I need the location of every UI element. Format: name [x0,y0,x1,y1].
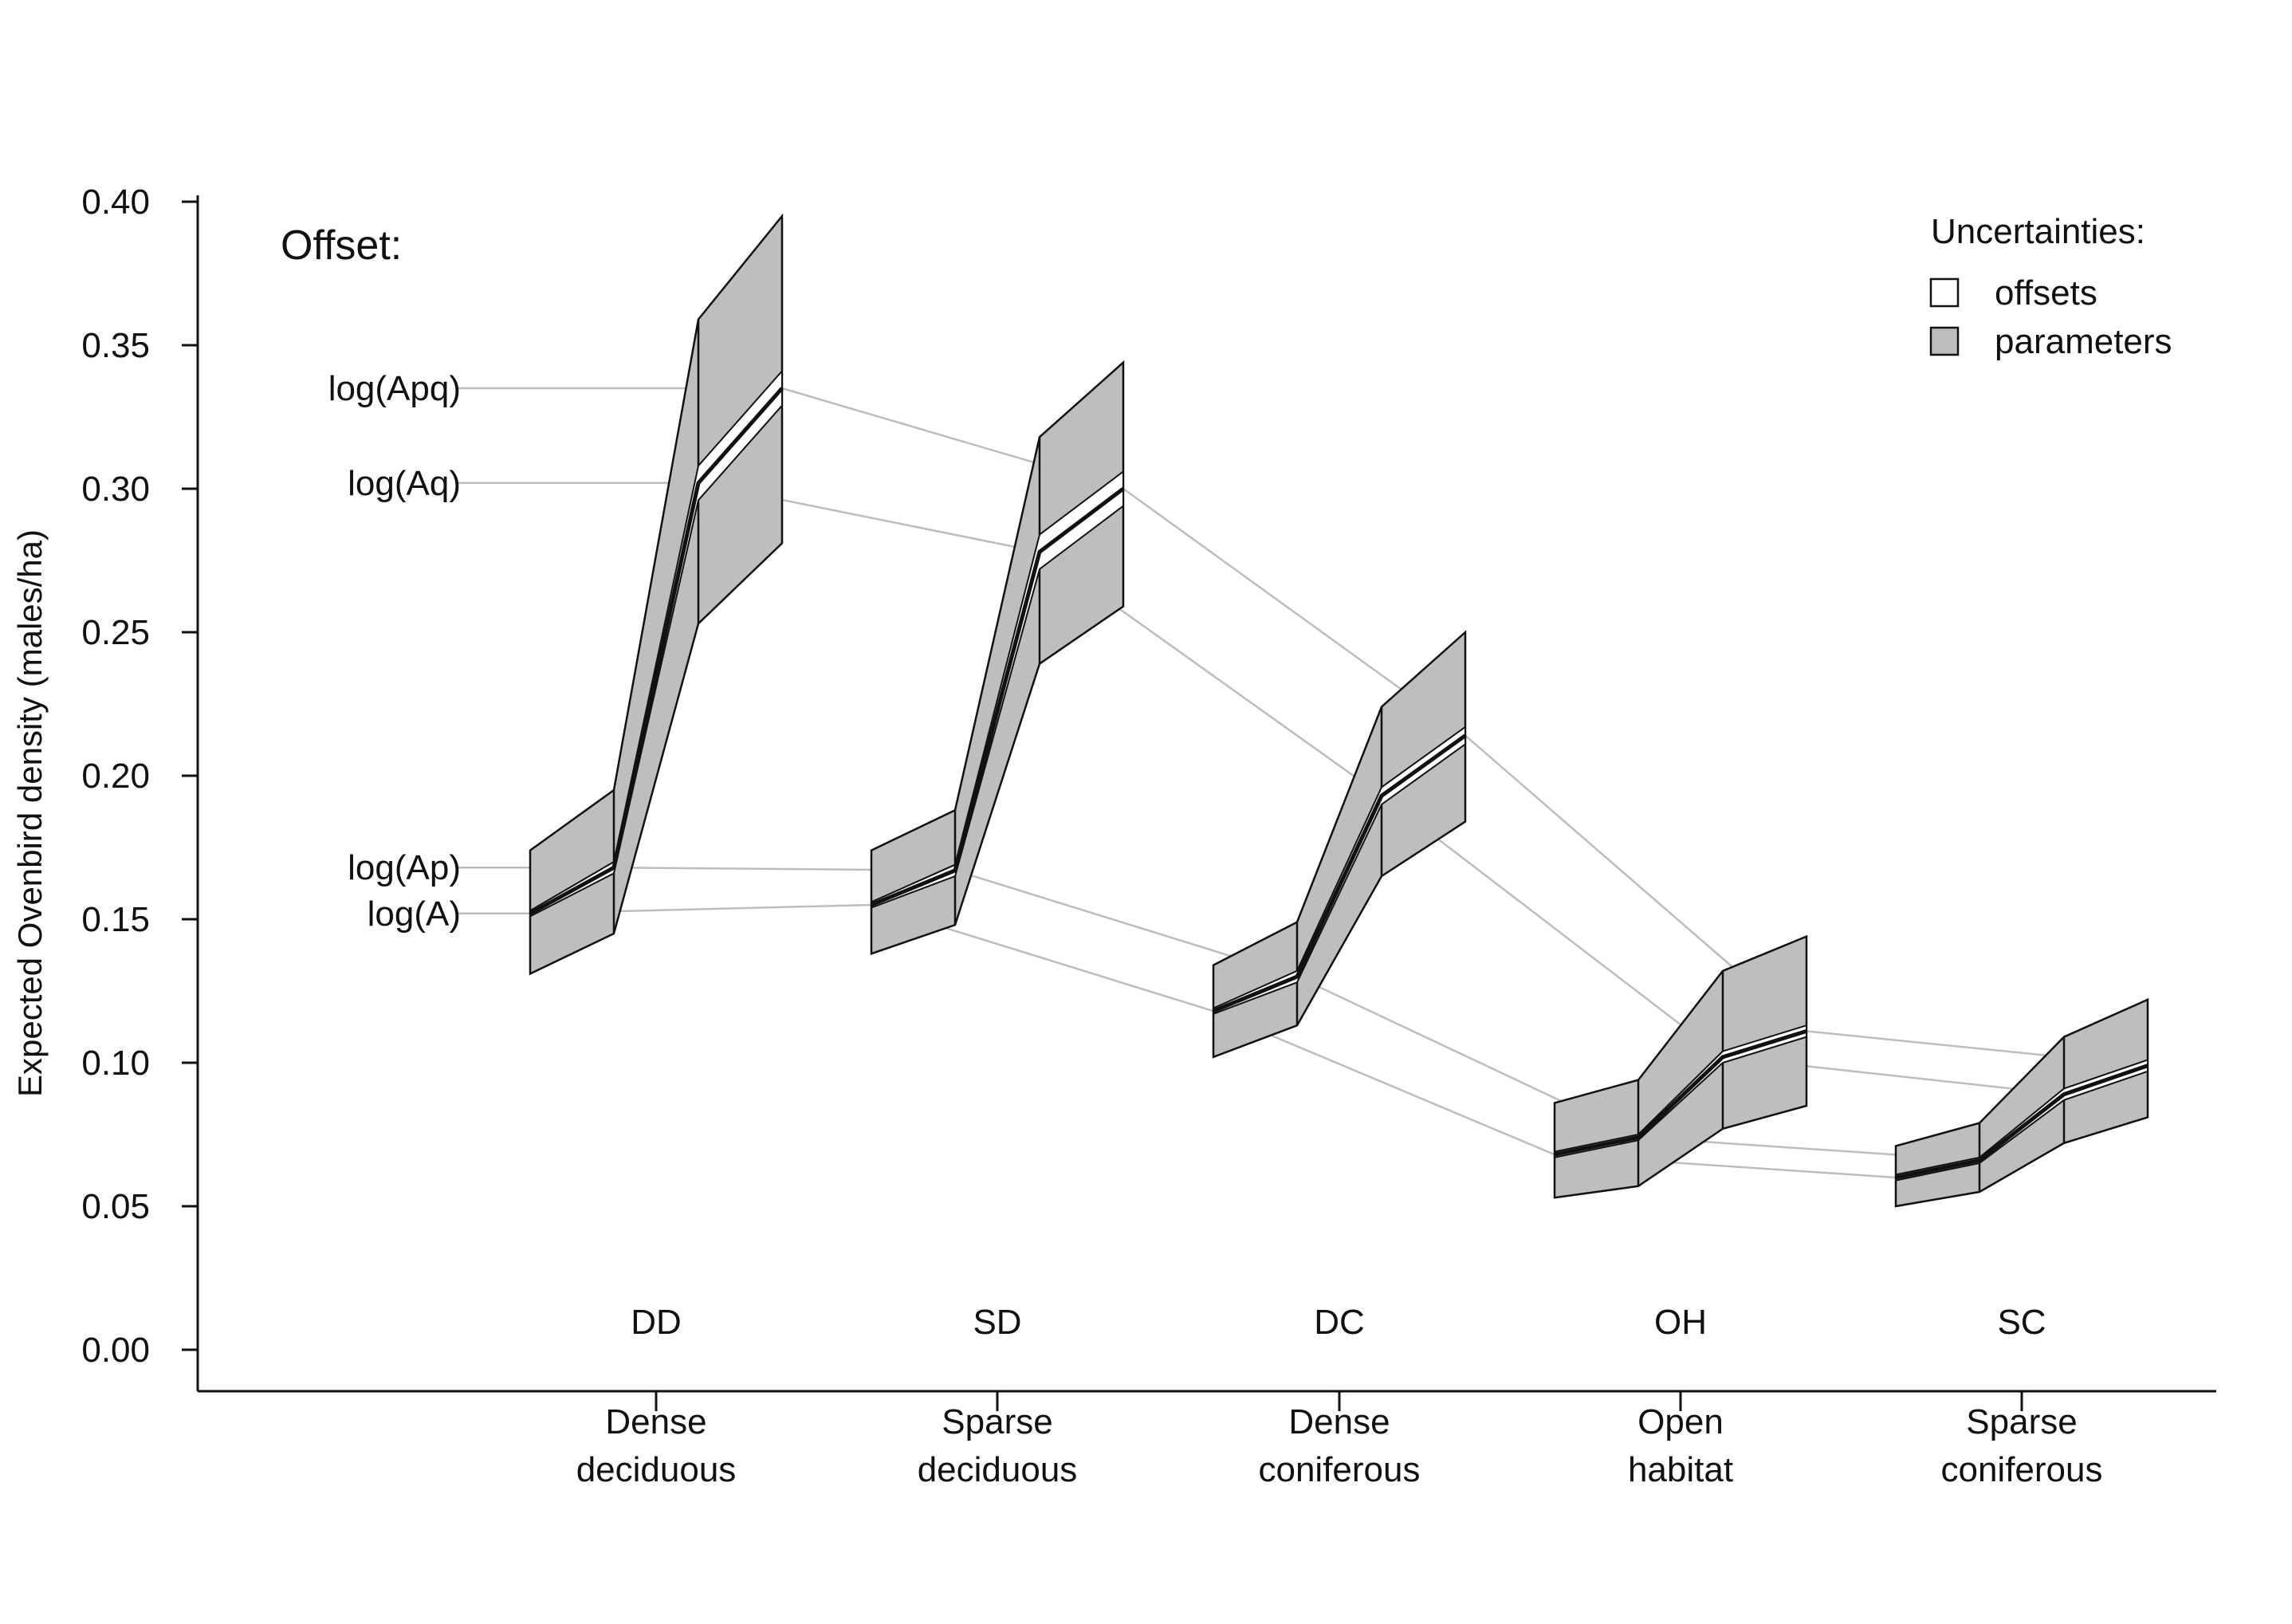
y-tick-label: 0.05 [81,1187,150,1226]
offset-label: log(A) [368,895,461,934]
legend-title: Uncertainties: [1931,212,2145,251]
y-tick-label: 0.25 [81,613,150,652]
y-tick-label: 0.20 [81,757,150,796]
mean-line [871,487,1125,907]
category-name-line1: Dense [605,1402,706,1441]
legend: Uncertainties: offsets parameters [1929,212,2172,361]
offset-band [871,470,1124,910]
y-tick-label: 0.40 [81,183,150,222]
band-group-oh [1553,934,1808,1199]
category-name-line2: deciduous [576,1450,737,1489]
parameter-band [529,213,784,976]
offset-label: log(Ap) [348,848,461,887]
uncertainty-bands [529,213,2149,1208]
x-axis: DD Dense deciduous SD Sparse deciduous DC Dense… [198,1303,2216,1489]
offset-title: Offset: [281,222,402,269]
legend-swatch-offsets [1929,277,1960,308]
mean-line [1895,1064,2149,1180]
category-name-line1: Dense [1288,1402,1390,1441]
mean-line [1213,733,1467,1013]
category-code-oh: OH [1654,1303,1707,1342]
y-tick-label: 0.15 [81,900,150,939]
parameter-band [1212,630,1467,1059]
offset-panel: Offset: log(A) log(Ap) log(Aq) log(Apq) [281,222,461,934]
parameter-band [1894,997,2149,1208]
y-tick-label: 0.00 [81,1331,150,1370]
offset-label: log(Apq) [328,369,461,408]
y-tick-label: 0.10 [81,1044,150,1083]
category-name-line1: Sparse [1966,1402,2077,1441]
category-name-line1: Sparse [942,1402,1052,1441]
band-group-dc [1212,630,1467,1059]
y-tick-label: 0.30 [81,470,150,509]
category-code-dd: DD [631,1303,682,1342]
parameter-band [870,360,1125,955]
band-group-dd [529,213,784,976]
band-group-sc [1894,997,2149,1208]
category-name-line2: habitat [1628,1450,1733,1489]
legend-swatch-parameters [1929,326,1960,356]
category-code-sc: SC [1997,1303,2046,1342]
category-code-dc: DC [1314,1303,1365,1342]
legend-label-offsets: offsets [1995,273,2097,313]
offset-label: log(Aq) [348,464,461,503]
category-name-line2: deciduous [918,1450,1078,1489]
mean-line [1554,1029,1807,1157]
parameter-band [1553,934,1808,1199]
legend-label-parameters: parameters [1995,322,2172,361]
y-axis-label: Expected Ovenbird density (males/ha) [11,529,49,1097]
category-name-line2: coniferous [1940,1450,2102,1489]
category-code-sd: SD [973,1303,1021,1342]
category-name-line1: Open [1637,1402,1724,1441]
offset-band [1895,1059,2149,1182]
y-axis: 0.00 0.05 0.10 0.15 0.20 0.25 0.30 0.35 0.40 [81,183,199,1391]
band-group-sd [870,360,1125,955]
offset-band [529,368,783,918]
mean-line [529,387,784,915]
category-name-line2: coniferous [1258,1450,1420,1489]
y-tick-label: 0.35 [81,326,150,365]
